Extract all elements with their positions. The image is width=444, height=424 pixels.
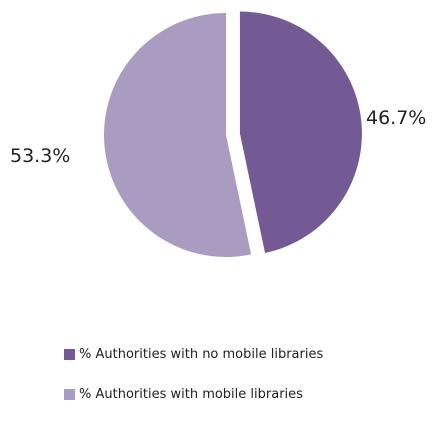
legend-label-no-mobile-libraries: % Authorities with no mobile libraries xyxy=(79,346,324,362)
data-label-no-mobile-libraries: 46.7% xyxy=(366,107,426,129)
legend-swatch-with-mobile-libraries xyxy=(64,388,75,400)
legend-item-no-mobile-libraries: % Authorities with no mobile libraries xyxy=(64,344,434,364)
legend-label-with-mobile-libraries: % Authorities with mobile libraries xyxy=(79,386,303,402)
pie-slice-with-mobile-libraries xyxy=(103,13,252,258)
data-label-with-mobile-libraries: 53.3% xyxy=(10,145,70,167)
pie-chart-svg: 46.7% 53.3% xyxy=(10,11,426,258)
pie-chart: 46.7% 53.3% % Authorities with no mobile… xyxy=(10,11,426,402)
pie-slice-no-mobile-libraries xyxy=(239,11,362,253)
legend-item-with-mobile-libraries: % Authorities with mobile libraries xyxy=(64,384,434,404)
pie-slices xyxy=(103,11,362,258)
legend-swatch-no-mobile-libraries xyxy=(64,348,75,360)
chart-legend: % Authorities with no mobile libraries %… xyxy=(64,344,434,424)
pie-data-labels: 46.7% 53.3% xyxy=(10,107,426,167)
